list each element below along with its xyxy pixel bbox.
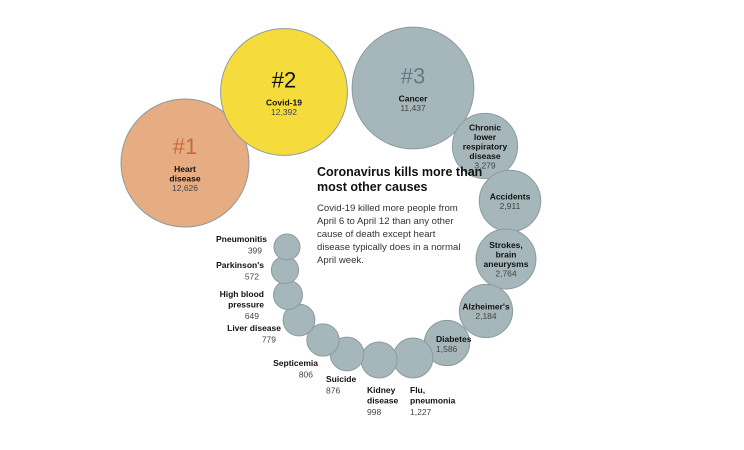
bubble-circle-strokes-brain-aneurysms [475,228,537,290]
bubble-name-heart-disease: Heart [174,164,196,174]
bubble-value-strokes-brain-aneurysms: 2,764 [495,269,517,279]
bubble-value-accidents: 2,911 [500,201,521,211]
bubble-name-cancer: Cancer [399,94,429,104]
bubble-name-kidney-disease: disease [367,396,398,406]
bubble-name-parkinson-s: Parkinson's [216,260,264,270]
bubble-name-flu-pneumonia: Flu, [410,385,425,395]
bubble-value-cancer: 11,437 [400,103,426,113]
bubble-value-covid-19: 12,392 [271,107,297,117]
bubble-circle-kidney-disease [360,341,398,379]
bubble-name-flu-pneumonia: pneumonia [410,396,456,406]
rank-label-cancer: #3 [401,64,425,89]
bubble-value-heart-disease: 12,626 [172,183,198,193]
bubble-name-strokes-brain-aneurysms: aneurysms [484,259,529,269]
bubble-name-diabetes: Diabetes [436,334,472,344]
bubble-value-suicide: 876 [326,386,340,396]
bubble-name-high-blood-pressure: High blood [220,289,264,299]
bubble-name-accidents: Accidents [490,192,531,202]
bubble-circle-septicemia [306,323,340,357]
bubble-name-kidney-disease: Kidney [367,385,396,395]
bubble-alzheimer-s: Alzheimer's2,184 [458,283,514,339]
bubble-liver-disease: Liver disease 779 [227,303,316,345]
bubble-value-kidney-disease: 998 [367,407,381,417]
bubble-circle-parkinson-s [270,255,300,285]
bubble-value-alzheimer-s: 2,184 [475,311,497,321]
chart-headline: Coronavirus kills more than most other c… [317,165,483,194]
bubble-name-covid-19: Covid-19 [266,98,302,108]
bubble-name-high-blood-pressure: pressure [228,300,264,310]
bubble-value-parkinson-s: 572 [245,272,259,282]
bubble-circle-pneumonitis [273,233,301,261]
bubble-parkinson-s: Parkinson's 572 [216,255,300,285]
bubble-name-suicide: Suicide [326,374,357,384]
bubble-septicemia: Septicemia 806 [273,323,340,380]
rank-label-heart-disease: #1 [173,134,197,159]
bubble-name-strokes-brain-aneurysms: Strokes, [489,240,523,250]
bubble-name-chronic-lower-respiratory-disease: lower [474,132,497,142]
bubble-value-diabetes: 1,586 [436,344,458,354]
bubble-circle-flu-pneumonia [392,337,434,379]
bubble-circle-alzheimer-s [458,283,514,339]
bubble-name-alzheimer-s: Alzheimer's [462,302,510,312]
bubble-name-septicemia: Septicemia [273,358,318,368]
bubble-value-flu-pneumonia: 1,227 [410,407,432,417]
bubble-value-chronic-lower-respiratory-disease: 3,279 [474,160,496,170]
bubble-name-heart-disease: disease [169,173,200,183]
bubble-name-chronic-lower-respiratory-disease: Chronic [469,122,501,132]
bubble-value-liver-disease: 779 [262,335,276,345]
bubble-name-strokes-brain-aneurysms: brain [496,250,517,260]
bubble-pneumonitis: Pneumonitis 399 [216,233,301,261]
bubble-value-high-blood-pressure: 649 [245,311,259,321]
bubble-value-pneumonitis: 399 [248,246,262,256]
bubble-circle-covid-19 [220,28,348,156]
bubble-name-chronic-lower-respiratory-disease: disease [469,151,500,161]
chart-description: Covid-19 killed more people from April 6… [317,203,461,266]
bubble-circle-heart-disease [120,98,250,228]
bubble-name-chronic-lower-respiratory-disease: respiratory [463,141,508,151]
bubble-circle-cancer [351,26,475,150]
rank-label-covid-19: #2 [272,68,296,93]
bubble-value-septicemia: 806 [299,370,313,380]
bubble-circle-chronic-lower-respiratory-disease [451,112,519,180]
bubble-circle-high-blood-pressure [272,279,304,311]
bubble-name-pneumonitis: Pneumonitis [216,234,267,244]
bubble-name-liver-disease: Liver disease [227,323,281,333]
